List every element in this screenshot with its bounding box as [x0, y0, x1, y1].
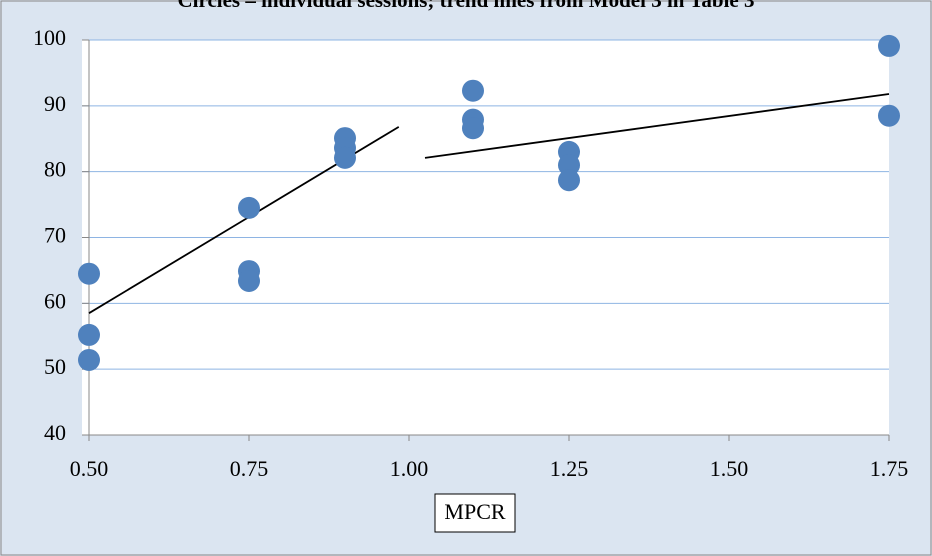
x-tick-label: 0.50 [70, 456, 109, 481]
data-point [238, 196, 260, 219]
y-tick-label: 100 [33, 25, 66, 50]
x-tick-label: 1.75 [870, 456, 909, 481]
y-tick-label: 70 [44, 223, 66, 248]
data-point [78, 323, 100, 346]
x-tick-label: 1.50 [710, 456, 749, 481]
data-point [334, 146, 356, 169]
x-tick-label: 1.00 [390, 456, 429, 481]
data-point [462, 79, 484, 102]
data-point [462, 117, 484, 140]
data-point [78, 348, 100, 371]
y-tick-label: 40 [44, 420, 66, 445]
x-label-box [434, 493, 516, 533]
trend-line [424, 93, 890, 159]
data-point [78, 262, 100, 285]
data-point [558, 169, 580, 192]
x-axis-label: MPCR [444, 499, 505, 524]
y-tick-label: 50 [44, 354, 66, 379]
y-tick-label: 80 [44, 157, 66, 182]
data-point [878, 34, 900, 57]
x-tick-label: 1.25 [550, 456, 589, 481]
data-point [558, 154, 580, 177]
y-tick-label: 90 [44, 91, 66, 116]
data-point [878, 104, 900, 127]
y-tick-label: 60 [44, 288, 66, 313]
x-tick-label: 0.75 [230, 456, 269, 481]
chart-title: Circles – individual sessions; trend lin… [178, 0, 755, 12]
data-point [238, 269, 260, 292]
